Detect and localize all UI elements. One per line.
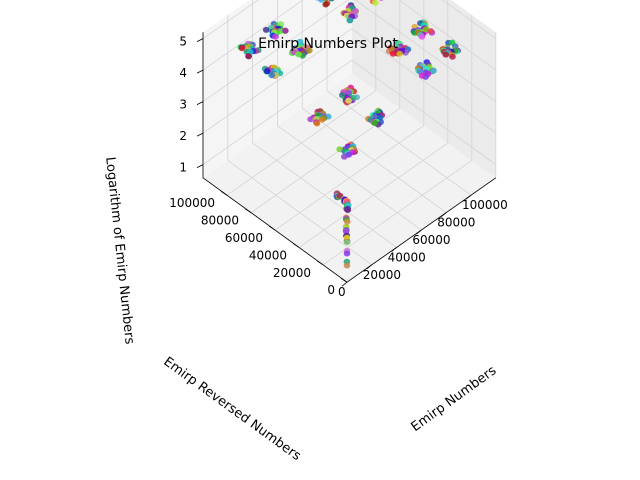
z-grid-line (202, 0, 349, 102)
x-tick-label: 40000 (388, 250, 426, 264)
scatter-point (343, 239, 351, 246)
scatter-point (343, 227, 350, 234)
scatter-point (346, 17, 354, 24)
z-grid-line (398, 0, 497, 71)
x-tick-label: 60000 (412, 233, 450, 247)
scatter-point (344, 218, 351, 225)
scatter-point (418, 33, 426, 40)
x-tick-mark (391, 247, 397, 252)
scatter-point (372, 0, 379, 6)
z-tick-label: 5 (179, 35, 187, 49)
scatter-point (238, 45, 246, 52)
scatter-point (343, 262, 351, 269)
z-tick-mark (196, 38, 204, 42)
z-grid-line (202, 28, 353, 134)
scatter-point (343, 234, 351, 241)
chart-title: Emirp Numbers Plot (258, 36, 398, 52)
x-tick-mark (416, 229, 422, 235)
x-tick-label: 100000 (462, 198, 508, 212)
scatter-point (449, 53, 456, 60)
scatter-points (237, 0, 461, 269)
z-tick-label: 1 (179, 161, 187, 175)
scatter-point (396, 50, 403, 57)
x-tick-label: 20000 (363, 268, 401, 282)
y-tick-label: 0 (327, 283, 335, 297)
scatter-point (263, 68, 271, 75)
scatter-point (427, 28, 435, 35)
scatter-point (318, 116, 326, 123)
scatter-point (306, 47, 313, 54)
y-tick-label: 60000 (225, 231, 263, 245)
scatter-point (336, 146, 344, 153)
z-grid-line (202, 0, 259, 39)
z-tick-mark (196, 132, 204, 137)
scatter-point (328, 0, 335, 2)
scatter-point (418, 72, 426, 79)
scatter-point (389, 50, 397, 57)
y-grid-line (226, 90, 377, 196)
scatter-point (262, 26, 270, 33)
y-tick-label: 40000 (249, 248, 287, 262)
z-tick-label: 2 (179, 129, 187, 143)
scatter-point (245, 53, 252, 60)
scatter-point (341, 153, 348, 160)
scatter-point (322, 1, 330, 8)
z-tick-label: 4 (179, 66, 187, 80)
z-grid-line (441, 0, 497, 39)
y-tick-mark (244, 208, 252, 213)
z-axis-label: Logarithm of Emirp Numbers (102, 156, 137, 345)
scatter-point (442, 51, 450, 58)
scatter-point (345, 97, 352, 104)
scatter-point (307, 116, 314, 123)
y-tick-mark (316, 260, 324, 266)
z-tick-mark (196, 164, 204, 168)
x-tick-label: 80000 (437, 216, 475, 230)
scatter-point (268, 72, 276, 79)
y-tick-mark (268, 225, 276, 231)
x-tick-label: 0 (338, 285, 346, 299)
scatter-point (318, 0, 325, 3)
z-grid-line (202, 59, 353, 165)
x-axis-label: Emirp Numbers (409, 363, 500, 435)
z-grid-line (351, 28, 497, 134)
z-grid-line (351, 59, 497, 165)
y-tick-mark (220, 190, 228, 196)
y-axis-label: Emirp Reversed Numbers (161, 354, 304, 464)
scatter-point (430, 67, 437, 74)
y-tick-mark (292, 243, 300, 248)
y-tick-label: 100000 (169, 196, 215, 210)
z-tick-mark (196, 101, 204, 105)
z-tick-mark (196, 69, 204, 74)
z-grid-line (202, 0, 304, 71)
scatter-point (344, 207, 352, 213)
x-tick-mark (440, 212, 447, 217)
y-tick-mark (340, 277, 348, 283)
scatter-point (272, 33, 279, 40)
scatter-point (295, 51, 302, 58)
y-tick-label: 20000 (273, 266, 311, 280)
z-grid-line (354, 0, 497, 102)
scatter-point (378, 0, 384, 1)
x-tick-mark (366, 264, 373, 270)
scatter-point (371, 120, 379, 126)
scatter-point (343, 250, 351, 257)
scatter-point (282, 27, 289, 34)
tick-labels: 0 20000 40000 60000 80000 100000 0 20000 40000 60… (169, 35, 508, 300)
y-tick-label: 80000 (201, 214, 239, 228)
scatter-point (313, 120, 321, 127)
x-tick-mark (341, 281, 348, 287)
z-tick-label: 3 (179, 98, 187, 112)
x-tick-mark (465, 194, 472, 200)
